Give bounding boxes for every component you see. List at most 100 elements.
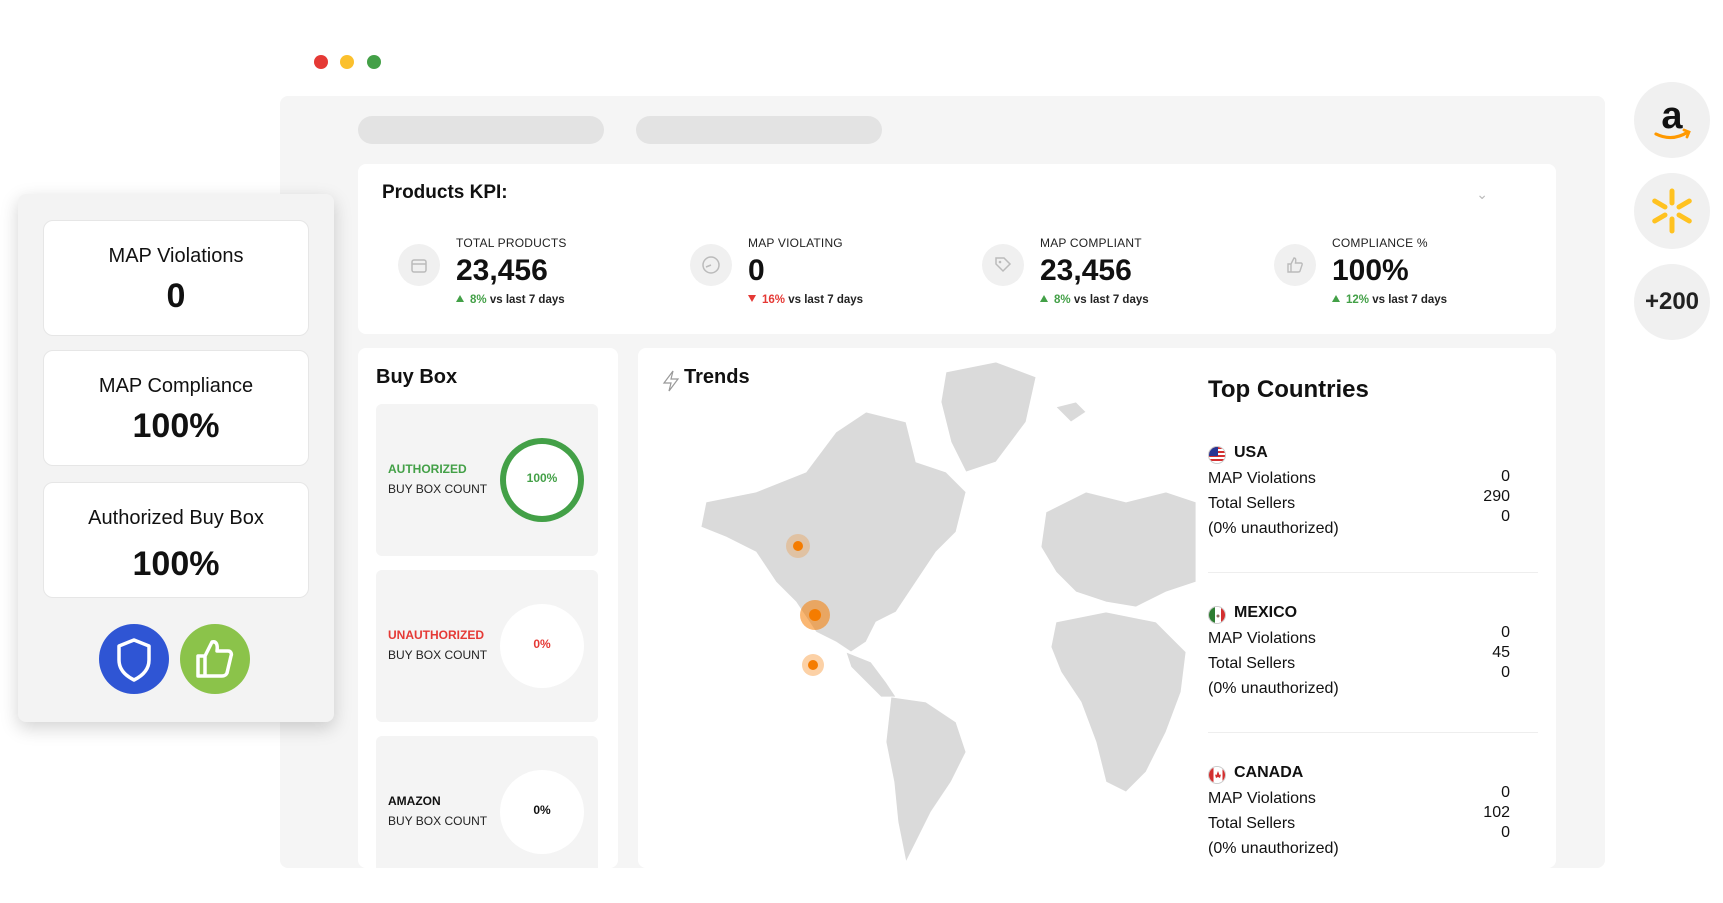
country-mexico[interactable]: MEXICO MAP Violations Total Sellers (0% … [1208, 604, 1538, 704]
sellers-label: Total Sellers [1208, 655, 1296, 672]
thumbs-up-button[interactable] [180, 624, 250, 694]
divider [1208, 572, 1538, 573]
hotspot-usa[interactable] [800, 600, 830, 630]
shield-icon [117, 638, 151, 682]
kpi-label: MAP VIOLATING [748, 236, 843, 250]
violations-value: 0 [1501, 468, 1510, 485]
summary-value: 0 [166, 277, 186, 315]
arrow-up-icon [1332, 295, 1340, 302]
walmart-logo-icon [1652, 188, 1692, 234]
gauge-icon [690, 244, 732, 286]
progress-percent: 100% [526, 471, 558, 485]
kpi-value: 0 [748, 254, 765, 287]
violations-value: 0 [1501, 784, 1510, 801]
arrow-up-icon [1040, 295, 1048, 302]
window-maximize-dot[interactable] [367, 55, 381, 69]
thumbs-up-icon [1274, 244, 1316, 286]
country-name: MEXICO [1234, 604, 1298, 621]
map-greenland [940, 361, 1037, 473]
buy-box-type: AUTHORIZED [388, 462, 467, 476]
lightning-icon [662, 370, 680, 397]
kpi-title: Products KPI: [382, 182, 508, 203]
shield-button[interactable] [99, 624, 169, 694]
svg-text:a: a [1661, 95, 1683, 137]
map-south-america [885, 696, 967, 864]
nav-placeholder-pill [636, 116, 882, 144]
kpi-map-violating: MAP VIOLATING 0 16% vs last 7 days [690, 236, 940, 316]
map-europe [1040, 491, 1196, 608]
buy-box-unauthorized[interactable]: UNAUTHORIZED BUY BOX COUNT 0% [376, 570, 598, 722]
buy-box-type: UNAUTHORIZED [388, 628, 484, 642]
sellers-value: 102 [1483, 804, 1510, 821]
progress-ring: 0% [500, 604, 584, 688]
kpi-delta: 8% vs last 7 days [1040, 294, 1149, 306]
window-minimize-dot[interactable] [340, 55, 354, 69]
map-central-america [845, 651, 897, 698]
divider [1208, 732, 1538, 733]
more-marketplaces[interactable]: +200 [1634, 264, 1710, 340]
kpi-value: 100% [1332, 254, 1409, 287]
country-usa[interactable]: USA MAP Violations Total Sellers (0% una… [1208, 444, 1538, 544]
products-kpi-card: Products KPI: ⌄ TOTAL PRODUCTS 23,456 8%… [358, 164, 1556, 334]
violations-label: MAP Violations [1208, 790, 1316, 807]
unauthorized-label: (0% unauthorized) [1208, 840, 1339, 857]
kpi-delta: 12% vs last 7 days [1332, 294, 1447, 306]
country-name: USA [1234, 444, 1268, 461]
progress-ring: 0% [500, 770, 584, 854]
progress-percent: 0% [533, 803, 551, 817]
nav-placeholder-pill [358, 116, 604, 144]
buy-box-authorized[interactable]: AUTHORIZED BUY BOX COUNT 100% [376, 404, 598, 556]
buy-box-amazon[interactable]: AMAZON BUY BOX COUNT 0% [376, 736, 598, 868]
hotspot-mexico[interactable] [802, 654, 824, 676]
window-close-dot[interactable] [314, 55, 328, 69]
progress-ring: 100% [500, 438, 584, 522]
sellers-value: 45 [1492, 644, 1510, 661]
chevron-down-icon[interactable]: ⌄ [1476, 186, 1488, 202]
kpi-map-compliant: MAP COMPLIANT 23,456 8% vs last 7 days [982, 236, 1232, 316]
buy-box-card: Buy Box AUTHORIZED BUY BOX COUNT 100% UN… [358, 348, 618, 868]
buy-box-sub: BUY BOX COUNT [388, 482, 488, 496]
summary-card-authorized-buy-box: Authorized Buy Box 100% [43, 482, 309, 598]
country-canada[interactable]: CANADA MAP Violations Total Sellers (0% … [1208, 764, 1538, 864]
map-iceland [1055, 401, 1087, 423]
violations-label: MAP Violations [1208, 630, 1316, 647]
buy-box-sub: BUY BOX COUNT [388, 648, 488, 662]
unauthorized-label: (0% unauthorized) [1208, 680, 1339, 697]
progress-percent: 0% [533, 637, 551, 651]
dashboard-window: Products KPI: ⌄ TOTAL PRODUCTS 23,456 8%… [280, 96, 1605, 868]
unauthorized-value: 0 [1501, 508, 1510, 525]
summary-label: MAP Violations [108, 245, 244, 267]
canada-flag-icon [1208, 766, 1226, 784]
walmart-marketplace[interactable] [1634, 173, 1710, 249]
thumbs-up-icon [196, 640, 234, 678]
violations-label: MAP Violations [1208, 470, 1316, 487]
more-marketplaces-label: +200 [1644, 288, 1700, 315]
amazon-marketplace[interactable]: a [1634, 82, 1710, 158]
trends-title: Trends [684, 366, 750, 388]
kpi-label: COMPLIANCE % [1332, 236, 1428, 250]
arrow-up-icon [456, 295, 464, 302]
summary-label: MAP Compliance [98, 375, 254, 397]
sellers-value: 290 [1483, 488, 1510, 505]
summary-label: Authorized Buy Box [88, 507, 264, 529]
map-north-america [700, 411, 967, 653]
buy-box-title: Buy Box [376, 366, 458, 388]
amazon-logo-icon: a [1654, 95, 1691, 140]
mexico-flag-icon [1208, 606, 1226, 624]
map-africa [1050, 611, 1187, 793]
sellers-label: Total Sellers [1208, 815, 1296, 832]
buy-box-sub: BUY BOX COUNT [388, 814, 488, 828]
world-map[interactable] [666, 352, 1196, 868]
hotspot-canada[interactable] [786, 534, 810, 558]
box-icon [398, 244, 440, 286]
unauthorized-value: 0 [1501, 664, 1510, 681]
violations-value: 0 [1501, 624, 1510, 641]
unauthorized-value: 0 [1501, 824, 1510, 841]
country-name: CANADA [1234, 764, 1304, 781]
summary-value: 100% [132, 407, 220, 445]
kpi-delta: 16% vs last 7 days [748, 294, 863, 306]
kpi-compliance-percent: COMPLIANCE % 100% 12% vs last 7 days [1274, 236, 1524, 316]
arrow-down-icon [748, 295, 756, 302]
unauthorized-label: (0% unauthorized) [1208, 520, 1339, 537]
buy-box-type: AMAZON [388, 794, 441, 808]
